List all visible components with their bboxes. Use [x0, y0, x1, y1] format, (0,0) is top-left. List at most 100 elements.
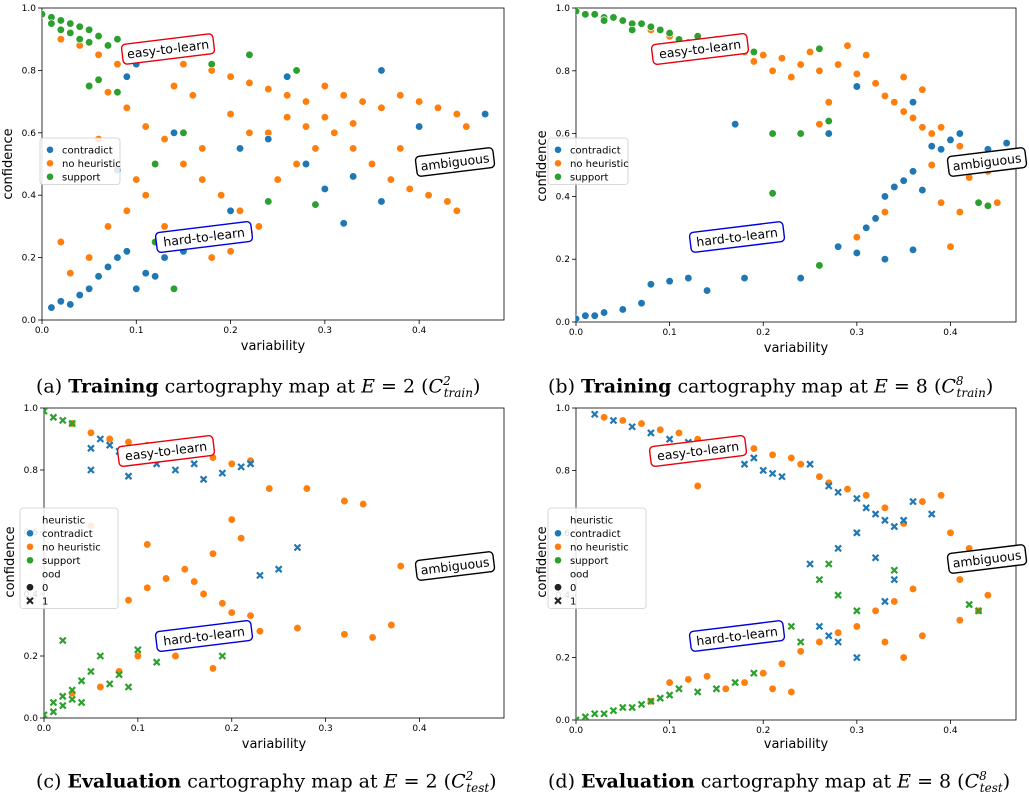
- point-support: [264, 197, 273, 206]
- point-support: [103, 41, 113, 50]
- point-contradict: [908, 167, 918, 176]
- point-no-heuristic: [890, 98, 899, 107]
- y-tick-label: 0.6: [556, 130, 571, 140]
- legend-frame: [547, 137, 629, 185]
- point-contradict: [880, 255, 890, 264]
- point-support: [665, 28, 674, 38]
- point-no-heuristic: [955, 207, 964, 217]
- point-no-heuristic: [749, 444, 759, 453]
- point-contradict-x: [834, 638, 842, 646]
- point-support-x: [693, 688, 702, 696]
- point-no-heuristic: [815, 120, 824, 129]
- point-contradict-x: [899, 516, 908, 525]
- x-axis-label: variability: [764, 341, 829, 356]
- point-contradict-x: [815, 622, 824, 631]
- point-contradict-x: [750, 454, 758, 462]
- legend-marker: [554, 172, 562, 181]
- point-support-x: [731, 678, 739, 687]
- legend-title: heuristic: [570, 515, 613, 526]
- point-support: [75, 22, 84, 31]
- point-contradict: [84, 284, 94, 293]
- point-support: [815, 44, 824, 53]
- point-no-heuristic: [86, 428, 96, 437]
- point-contradict: [480, 109, 490, 119]
- point-no-heuristic: [833, 628, 843, 637]
- caption-d: (d) Evaluation cartography map at E = 8 …: [548, 769, 1011, 796]
- point-no-heuristic: [871, 606, 880, 615]
- point-contradict: [890, 182, 899, 192]
- point-support: [42, 10, 47, 19]
- point-no-heuristic: [815, 66, 824, 75]
- point-contradict-x: [824, 482, 833, 490]
- legend-entry: no heuristic: [42, 542, 101, 553]
- point-support-x: [58, 636, 67, 645]
- x-tick-label: 0.4: [412, 326, 427, 336]
- point-support-x: [656, 694, 665, 702]
- hard-to-learn-label: hard-to-learn: [154, 619, 254, 653]
- legend-entry: contradict: [62, 145, 113, 156]
- point-support-x: [87, 667, 95, 676]
- point-no-heuristic: [141, 191, 150, 200]
- point-no-heuristic: [246, 611, 255, 620]
- point-no-heuristic: [207, 253, 216, 262]
- point-no-heuristic: [993, 198, 1002, 207]
- legend-entry: 0: [42, 583, 48, 594]
- point-no-heuristic: [955, 575, 964, 584]
- point-no-heuristic: [245, 128, 254, 137]
- legend-entry: contradict: [42, 529, 93, 540]
- point-contradict: [590, 311, 599, 320]
- point-contradict: [824, 129, 833, 138]
- point-no-heuristic: [462, 122, 471, 131]
- point-contradict-x: [778, 472, 786, 481]
- point-support: [94, 75, 103, 84]
- legend-entry: 0: [570, 583, 576, 594]
- point-contradict: [862, 223, 871, 232]
- point-support: [576, 8, 581, 16]
- point-no-heuristic: [227, 608, 236, 617]
- point-support-x: [77, 698, 86, 707]
- point-no-heuristic: [890, 597, 899, 606]
- legend-marker: [554, 529, 562, 538]
- legend-entry: no heuristic: [570, 542, 629, 553]
- x-tick-label: 0.2: [756, 328, 770, 338]
- easy-to-learn-label-box: [120, 33, 216, 65]
- point-support: [768, 129, 777, 138]
- legend-marker: [554, 556, 562, 565]
- point-support: [66, 19, 75, 28]
- legend-entry: contradict: [570, 529, 621, 540]
- point-support-x: [609, 706, 618, 715]
- point-no-heuristic: [796, 60, 805, 69]
- point-contradict: [160, 253, 169, 262]
- legend-marker: [46, 159, 54, 168]
- legend-entry: no heuristic: [62, 159, 121, 170]
- point-no-heuristic: [843, 484, 852, 494]
- point-support-x: [750, 669, 758, 677]
- point-no-heuristic: [396, 561, 405, 571]
- point-support-x: [68, 686, 76, 694]
- point-contradict-x: [171, 466, 180, 474]
- point-contradict-x: [871, 553, 880, 562]
- point-no-heuristic: [124, 596, 133, 605]
- point-no-heuristic: [132, 175, 141, 184]
- point-contradict: [141, 269, 150, 278]
- point-no-heuristic: [852, 622, 862, 631]
- legend: contradict no heuristic support: [547, 137, 629, 185]
- legend-marker: [554, 542, 562, 551]
- point-contradict-x: [853, 653, 861, 662]
- point-no-heuristic: [143, 583, 152, 592]
- point-support-x: [628, 703, 636, 712]
- point-support-x: [68, 695, 76, 704]
- x-tick-label: 0.1: [662, 328, 676, 338]
- point-support-x: [796, 638, 805, 646]
- y-axis-label: confidence: [1, 128, 16, 199]
- point-no-heuristic: [787, 453, 796, 463]
- point-contradict-x: [853, 529, 861, 537]
- point-no-heuristic: [693, 481, 702, 491]
- point-no-heuristic: [188, 91, 198, 100]
- y-tick-label: 0.2: [556, 255, 570, 265]
- point-no-heuristic: [282, 113, 292, 122]
- point-contradict: [264, 134, 273, 144]
- point-no-heuristic: [103, 222, 113, 231]
- point-no-heuristic: [862, 491, 871, 500]
- point-contradict-x: [199, 475, 208, 484]
